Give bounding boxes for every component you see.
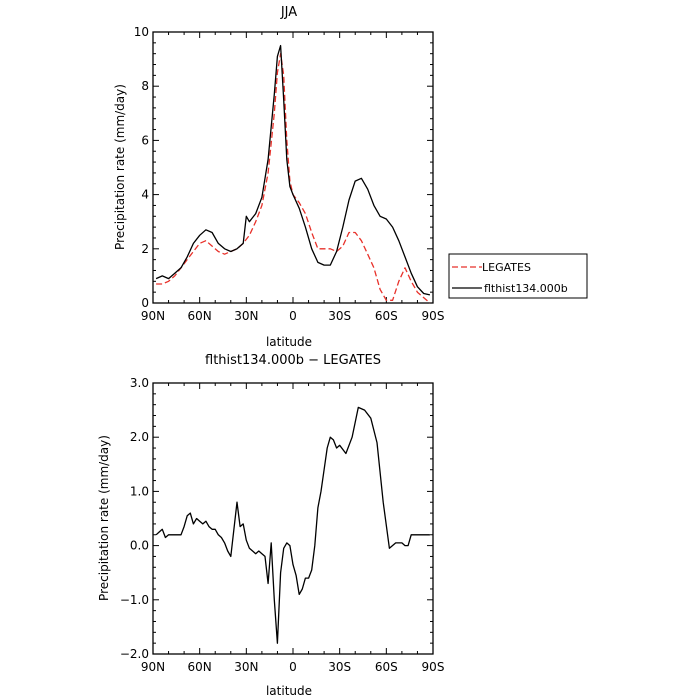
- legend-label-flthist: flthist134.000b: [484, 282, 568, 295]
- top-chart-xtick-label: 90N: [141, 309, 165, 323]
- bottom-chart-series-line-0: [155, 406, 430, 644]
- top-chart-xtick-label: 0: [289, 309, 297, 323]
- top-chart-title: JJA: [280, 5, 297, 20]
- top-chart-xtick-label: 60S: [375, 309, 398, 323]
- top-chart-plot-frame: [152, 31, 434, 304]
- bottom-chart-xtick-label: 90N: [141, 660, 165, 674]
- bottom-chart-title: flthist134.000b − LEGATES: [205, 353, 381, 368]
- top-chart-ytick-label: 6: [141, 133, 149, 147]
- bottom-chart-xtick-label: 60S: [375, 660, 398, 674]
- top-chart-xtick-label: 60N: [188, 309, 212, 323]
- top-chart-series: [155, 44, 431, 304]
- top-chart-xtick-label: 90S: [422, 309, 445, 323]
- bottom-chart-panel: flthist134.000b − LEGATES 90N 60N 30N 0 30S 6…: [97, 353, 444, 698]
- top-chart-ylabel: Precipitation rate (mm/day): [113, 84, 127, 250]
- bottom-chart-ytick-label: 3.0: [130, 376, 149, 390]
- top-chart-series-line-flthist134-000b: [155, 44, 431, 296]
- bottom-chart-xtick-label: 30N: [234, 660, 258, 674]
- bottom-chart-xtick-label: 60N: [188, 660, 212, 674]
- bottom-chart-xtick-label: 30S: [328, 660, 351, 674]
- bottom-chart-ytick-label: −1.0: [120, 593, 149, 607]
- bottom-chart-ytick-label: −2.0: [120, 647, 149, 661]
- bottom-chart-ytick-label: 0.0: [130, 539, 149, 553]
- top-chart-ticks: 90N 60N 30N 0 30S 60S 90S 0 2 4 6 8 10: [134, 25, 445, 323]
- legend-box: [448, 253, 588, 299]
- bottom-chart-xlabel: latitude: [266, 684, 312, 698]
- top-chart-xtick-label: 30N: [234, 309, 258, 323]
- top-chart-ytick-label: 4: [141, 188, 149, 202]
- bottom-chart-ticks: 90N 60N 30N 0 30S 60S 90S −2.0 −1.0 0.0 1.0 2.0 3.0: [120, 376, 445, 674]
- top-chart-series-line-legates: [156, 53, 431, 304]
- bottom-chart-ytick-label: 2.0: [130, 430, 149, 444]
- top-chart-ytick-label: 10: [134, 25, 149, 39]
- bottom-chart-series: [155, 406, 430, 644]
- top-chart-xtick-label: 30S: [328, 309, 351, 323]
- top-chart-ytick-label: 2: [141, 242, 149, 256]
- bottom-chart-xtick-label: 90S: [422, 660, 445, 674]
- top-chart-ytick-label: 8: [141, 79, 149, 93]
- top-chart-ytick-label: 0: [141, 296, 149, 310]
- bottom-chart-ytick-label: 1.0: [130, 484, 149, 498]
- top-chart-xlabel: latitude: [266, 335, 312, 349]
- legend-label-legates: LEGATES: [482, 261, 531, 274]
- bottom-chart-xtick-label: 0: [289, 660, 297, 674]
- bottom-chart-plot-frame: [152, 382, 434, 655]
- legend: LEGATES flthist134.000b: [448, 253, 588, 299]
- bottom-chart-ylabel: Precipitation rate (mm/day): [97, 435, 111, 601]
